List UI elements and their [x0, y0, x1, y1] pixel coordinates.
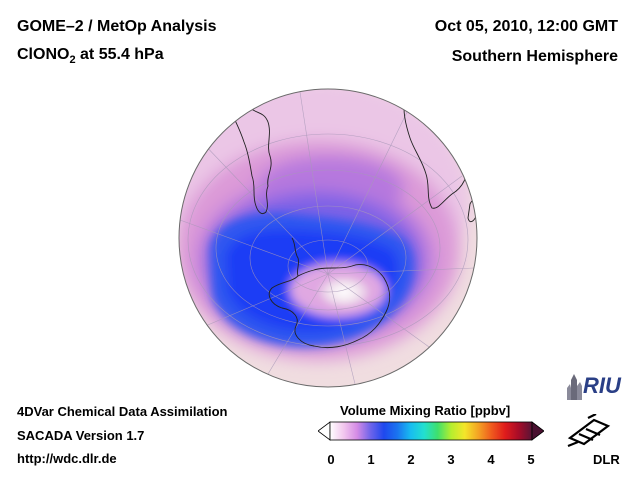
globe	[179, 89, 477, 387]
species-subscript: 2	[69, 54, 76, 67]
coast-antarctica	[268, 264, 391, 349]
colorbar-tick: 4	[487, 452, 495, 467]
map-title: GOME–2 / MetOp Analysis	[17, 18, 217, 35]
colorbar-tick: 5	[527, 452, 535, 467]
colorbar-tick: 3	[447, 452, 455, 467]
dlr-logo-text: DLR	[593, 452, 620, 467]
datetime-label: Oct 05, 2010, 12:00 GMT	[434, 18, 618, 35]
pressure-level: at 55.4 hPa	[75, 46, 164, 63]
footer-method: 4DVar Chemical Data Assimilation	[17, 404, 228, 419]
globe-outline	[178, 88, 478, 388]
coast-antarctic-peninsula	[291, 237, 300, 277]
dlr-logo-icon	[567, 414, 611, 448]
coast-south-america	[225, 89, 272, 215]
riu-logo-text: RIU	[583, 373, 621, 398]
colorbar-min-arrow	[318, 421, 331, 441]
footer-version: SACADA Version 1.7	[17, 428, 145, 443]
colorbar-tick: 1	[367, 452, 375, 467]
riu-logo-icon	[567, 374, 582, 400]
hemisphere-label: Southern Hemisphere	[451, 48, 618, 65]
coast-new-zealand	[249, 374, 261, 386]
colorbar-tick: 2	[407, 452, 415, 467]
graticule	[179, 91, 475, 387]
colorbar-title: Volume Mixing Ratio [ppbv]	[340, 403, 511, 418]
footer-url[interactable]: http://wdc.dlr.de	[17, 451, 117, 466]
species-name: ClONO	[17, 46, 70, 63]
species-level: ClONO2 at 55.4 hPa	[17, 46, 164, 66]
colorbar-tick: 0	[327, 452, 335, 467]
colorbar-gradient	[329, 421, 533, 441]
colorbar-max-arrow	[531, 421, 544, 441]
colorbar	[318, 421, 544, 441]
